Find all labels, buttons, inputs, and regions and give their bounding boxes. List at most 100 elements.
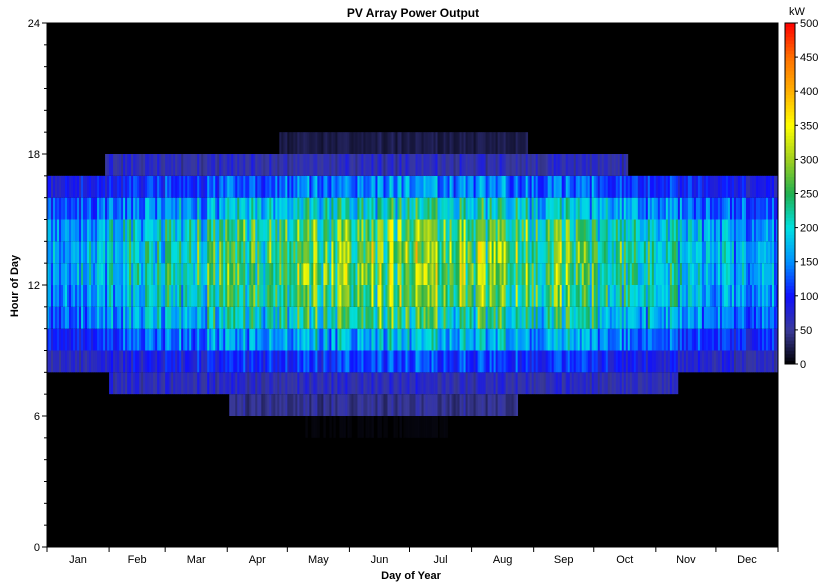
heatmap-cell (719, 241, 723, 264)
heatmap-cell (199, 285, 202, 307)
heatmap-cell (533, 328, 537, 351)
heatmap-cell (605, 263, 609, 285)
heatmap-cell (307, 241, 310, 264)
heatmap-cell (367, 175, 370, 198)
heatmap-cell (141, 328, 144, 351)
heatmap-cell (567, 263, 571, 285)
heatmap-cell (557, 175, 561, 198)
heatmap-cell (77, 328, 80, 351)
heatmap-cell (737, 197, 741, 220)
heatmap-cell (305, 285, 308, 307)
heatmap-cell (325, 197, 328, 220)
heatmap-cell (411, 219, 414, 242)
heatmap-cell (357, 241, 360, 264)
heatmap-cell (689, 175, 693, 198)
heatmap-cell (375, 306, 378, 329)
heatmap-cell (137, 219, 140, 242)
heatmap-cell (117, 219, 120, 242)
heatmap-cell (467, 241, 470, 264)
heatmap-cell (93, 197, 96, 220)
heatmap-cell (395, 154, 398, 176)
heatmap-cell (637, 285, 641, 307)
heatmap-cell (417, 175, 420, 198)
heatmap-cell (109, 306, 112, 329)
heatmap-cell (119, 350, 122, 373)
heatmap-cell (687, 175, 691, 198)
heatmap-cell (557, 241, 561, 264)
heatmap-cell (521, 263, 525, 285)
heatmap-cell (451, 154, 454, 176)
heatmap-cell (573, 197, 577, 220)
heatmap-cell (383, 372, 386, 395)
heatmap-cell (289, 219, 292, 242)
heatmap-cell (641, 306, 645, 329)
heatmap-cell (149, 328, 152, 351)
heatmap-cell (539, 328, 543, 351)
heatmap-cell (423, 372, 426, 395)
heatmap-cell (139, 241, 142, 264)
heatmap-cell (597, 241, 601, 264)
heatmap-cell (465, 154, 468, 176)
heatmap-cell (723, 285, 727, 307)
heatmap-cell (743, 306, 747, 329)
heatmap-cell (263, 219, 266, 242)
heatmap-cell (539, 154, 543, 176)
heatmap-cell (743, 285, 747, 307)
heatmap-cell (355, 306, 358, 329)
heatmap-cell (463, 306, 466, 329)
heatmap-cell (651, 241, 655, 264)
heatmap-cell (735, 263, 739, 285)
heatmap-cell (537, 328, 541, 351)
heatmap-cell (325, 263, 328, 285)
heatmap-cell (487, 263, 490, 285)
heatmap-cell (683, 241, 687, 264)
heatmap-cell (473, 132, 476, 154)
colorbar-segment (785, 77, 795, 82)
heatmap-cell (297, 372, 300, 395)
heatmap-cell (349, 285, 352, 307)
heatmap-cell (391, 372, 394, 395)
heatmap-cell (179, 328, 182, 351)
heatmap-cell (557, 154, 561, 176)
heatmap-cell (55, 306, 58, 329)
heatmap-cell (315, 306, 318, 329)
heatmap-cell (579, 372, 583, 395)
heatmap-cell (549, 197, 553, 220)
heatmap-cell (191, 241, 194, 264)
heatmap-cell (377, 416, 380, 438)
heatmap-cell (325, 350, 328, 373)
heatmap-cell (759, 306, 763, 329)
heatmap-cell (409, 241, 412, 264)
heatmap-cell (271, 154, 274, 176)
heatmap-cell (511, 394, 515, 416)
heatmap-cell (659, 197, 663, 220)
heatmap-cell (667, 350, 671, 373)
heatmap-cell (685, 306, 689, 329)
heatmap-cell (85, 175, 88, 198)
heatmap-cell (475, 197, 478, 220)
heatmap-cell (419, 175, 422, 198)
heatmap-cell (515, 328, 519, 351)
heatmap-cell (419, 394, 422, 416)
heatmap-cell (527, 350, 531, 373)
heatmap-cell (67, 175, 70, 198)
heatmap-cell (305, 416, 308, 438)
heatmap-cell (547, 241, 551, 264)
heatmap-cell (73, 306, 76, 329)
heatmap-cell (523, 175, 527, 198)
heatmap-cell (51, 285, 54, 307)
heatmap-cell (403, 328, 406, 351)
heatmap-cell (87, 350, 90, 373)
heatmap-cell (225, 219, 228, 242)
heatmap-cell (603, 219, 607, 242)
heatmap-cell (599, 154, 603, 176)
heatmap-cell (405, 132, 408, 154)
heatmap-cell (265, 285, 268, 307)
heatmap-cell (455, 372, 458, 395)
heatmap-cell (97, 306, 100, 329)
heatmap-cell (311, 263, 314, 285)
heatmap-cell (729, 241, 733, 264)
heatmap-cell (465, 241, 468, 264)
heatmap-cell (391, 306, 394, 329)
heatmap-cell (523, 197, 527, 220)
